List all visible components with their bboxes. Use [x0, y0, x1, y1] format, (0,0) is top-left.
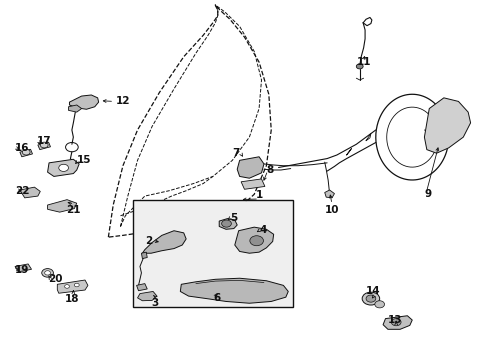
- Polygon shape: [234, 227, 273, 253]
- Polygon shape: [20, 187, 40, 198]
- Polygon shape: [47, 200, 77, 212]
- Circle shape: [59, 164, 68, 171]
- Text: 2: 2: [144, 236, 152, 246]
- Text: 9: 9: [424, 189, 430, 199]
- Polygon shape: [142, 231, 186, 253]
- Text: 8: 8: [266, 165, 273, 175]
- Text: 3: 3: [151, 298, 158, 308]
- Text: 21: 21: [66, 205, 81, 215]
- Text: 1: 1: [255, 190, 262, 200]
- Circle shape: [390, 319, 400, 326]
- Circle shape: [22, 149, 30, 155]
- Text: 17: 17: [36, 136, 51, 146]
- Circle shape: [44, 271, 50, 275]
- Polygon shape: [20, 149, 32, 157]
- Text: 16: 16: [15, 143, 29, 153]
- Polygon shape: [424, 98, 469, 153]
- Polygon shape: [180, 278, 287, 303]
- Text: 5: 5: [229, 212, 237, 222]
- Text: 22: 22: [15, 186, 29, 196]
- Polygon shape: [15, 264, 31, 272]
- Circle shape: [40, 142, 48, 148]
- Text: 18: 18: [64, 294, 79, 304]
- Polygon shape: [324, 190, 334, 198]
- Bar: [132, 200, 292, 307]
- Text: 10: 10: [324, 205, 339, 215]
- Circle shape: [221, 220, 231, 227]
- Circle shape: [366, 295, 375, 302]
- Polygon shape: [237, 157, 264, 178]
- Circle shape: [356, 64, 363, 69]
- Polygon shape: [57, 280, 88, 293]
- Circle shape: [249, 236, 263, 246]
- Text: 6: 6: [212, 293, 220, 303]
- Text: 12: 12: [116, 96, 130, 107]
- Text: 13: 13: [387, 315, 402, 325]
- Polygon shape: [136, 284, 147, 291]
- Polygon shape: [137, 292, 157, 301]
- Circle shape: [74, 283, 79, 287]
- Text: 15: 15: [77, 156, 91, 165]
- Text: 19: 19: [15, 265, 29, 275]
- Polygon shape: [382, 316, 411, 329]
- Text: 4: 4: [259, 225, 266, 235]
- Circle shape: [374, 301, 384, 308]
- Polygon shape: [69, 95, 99, 109]
- Polygon shape: [68, 105, 81, 112]
- Polygon shape: [38, 142, 50, 150]
- Text: 20: 20: [48, 274, 63, 284]
- Polygon shape: [241, 179, 264, 189]
- Circle shape: [362, 292, 379, 305]
- Polygon shape: [219, 219, 237, 229]
- Polygon shape: [47, 159, 79, 176]
- Polygon shape: [141, 252, 147, 258]
- Circle shape: [41, 269, 53, 277]
- Text: 14: 14: [366, 286, 380, 296]
- Text: 7: 7: [232, 148, 239, 158]
- Circle shape: [64, 285, 69, 288]
- Text: 11: 11: [356, 57, 370, 67]
